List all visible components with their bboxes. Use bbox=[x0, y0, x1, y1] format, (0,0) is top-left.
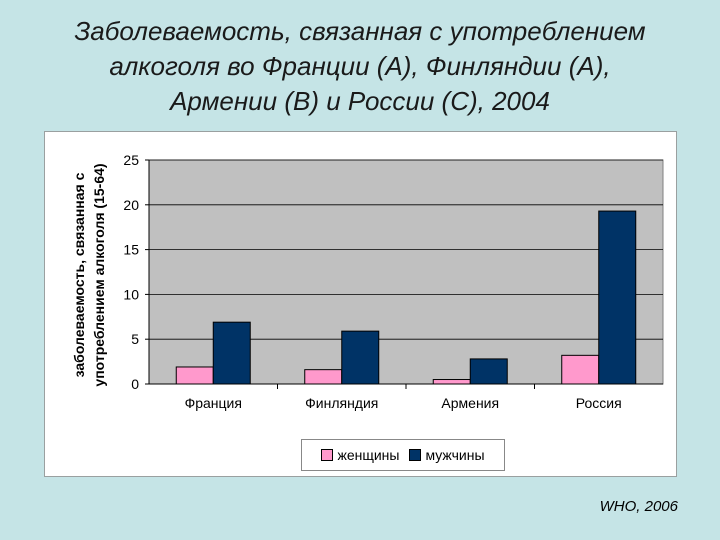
bar-women-3 bbox=[432, 379, 471, 385]
bar-chart: 0 5 10 15 20 25 Франция Финляндия Армения Россия bbox=[123, 152, 664, 411]
y-tick-label: 25 bbox=[123, 152, 139, 168]
y-axis-label: заболеваемость, связанная с употребление… bbox=[60, 130, 118, 420]
bar-women-1 bbox=[175, 366, 214, 385]
bar-men-4 bbox=[598, 210, 637, 385]
title-line-1: Заболеваемость, связанная с употребление… bbox=[74, 16, 646, 46]
y-axis-label-line-2: употреблением алкоголя (15-64) bbox=[91, 163, 107, 387]
y-tick-label: 10 bbox=[123, 286, 139, 302]
x-tick-label: Армения bbox=[441, 395, 499, 411]
legend: женщины мужчины bbox=[301, 439, 505, 471]
x-tick-label: Финляндия bbox=[305, 395, 378, 411]
title-line-3: Армении (В) и России (С), 2004 bbox=[170, 86, 550, 116]
legend-swatch-men bbox=[409, 449, 422, 461]
legend-item-men: мужчины bbox=[409, 447, 485, 463]
chart-container: 0 5 10 15 20 25 Франция Финляндия Армения Россия bbox=[44, 131, 677, 477]
y-tick-label: 15 bbox=[123, 242, 139, 258]
x-tick-label: Франция bbox=[185, 395, 242, 411]
source-note: WHO, 2006 bbox=[599, 498, 678, 515]
y-axis-label-line-1: заболеваемость, связанная с bbox=[71, 172, 87, 378]
bar-men-1 bbox=[212, 321, 251, 385]
title-line-2: алкоголя во Франции (А), Финляндии (А), bbox=[109, 51, 611, 81]
y-tick-label: 0 bbox=[131, 376, 139, 392]
legend-label-women: женщины bbox=[337, 447, 400, 463]
bar-women-2 bbox=[304, 369, 343, 385]
legend-swatch-women bbox=[321, 449, 334, 461]
chart-title: Заболеваемость, связанная с употребление… bbox=[20, 14, 700, 119]
bar-men-2 bbox=[341, 330, 380, 385]
bar-women-4 bbox=[561, 354, 600, 385]
y-tick-label: 5 bbox=[131, 331, 139, 347]
y-tick-label: 20 bbox=[123, 197, 139, 213]
legend-label-men: мужчины bbox=[425, 447, 485, 463]
legend-item-women: женщины bbox=[321, 447, 399, 463]
bar-men-3 bbox=[469, 358, 508, 385]
x-tick-label: Россия bbox=[576, 395, 622, 411]
